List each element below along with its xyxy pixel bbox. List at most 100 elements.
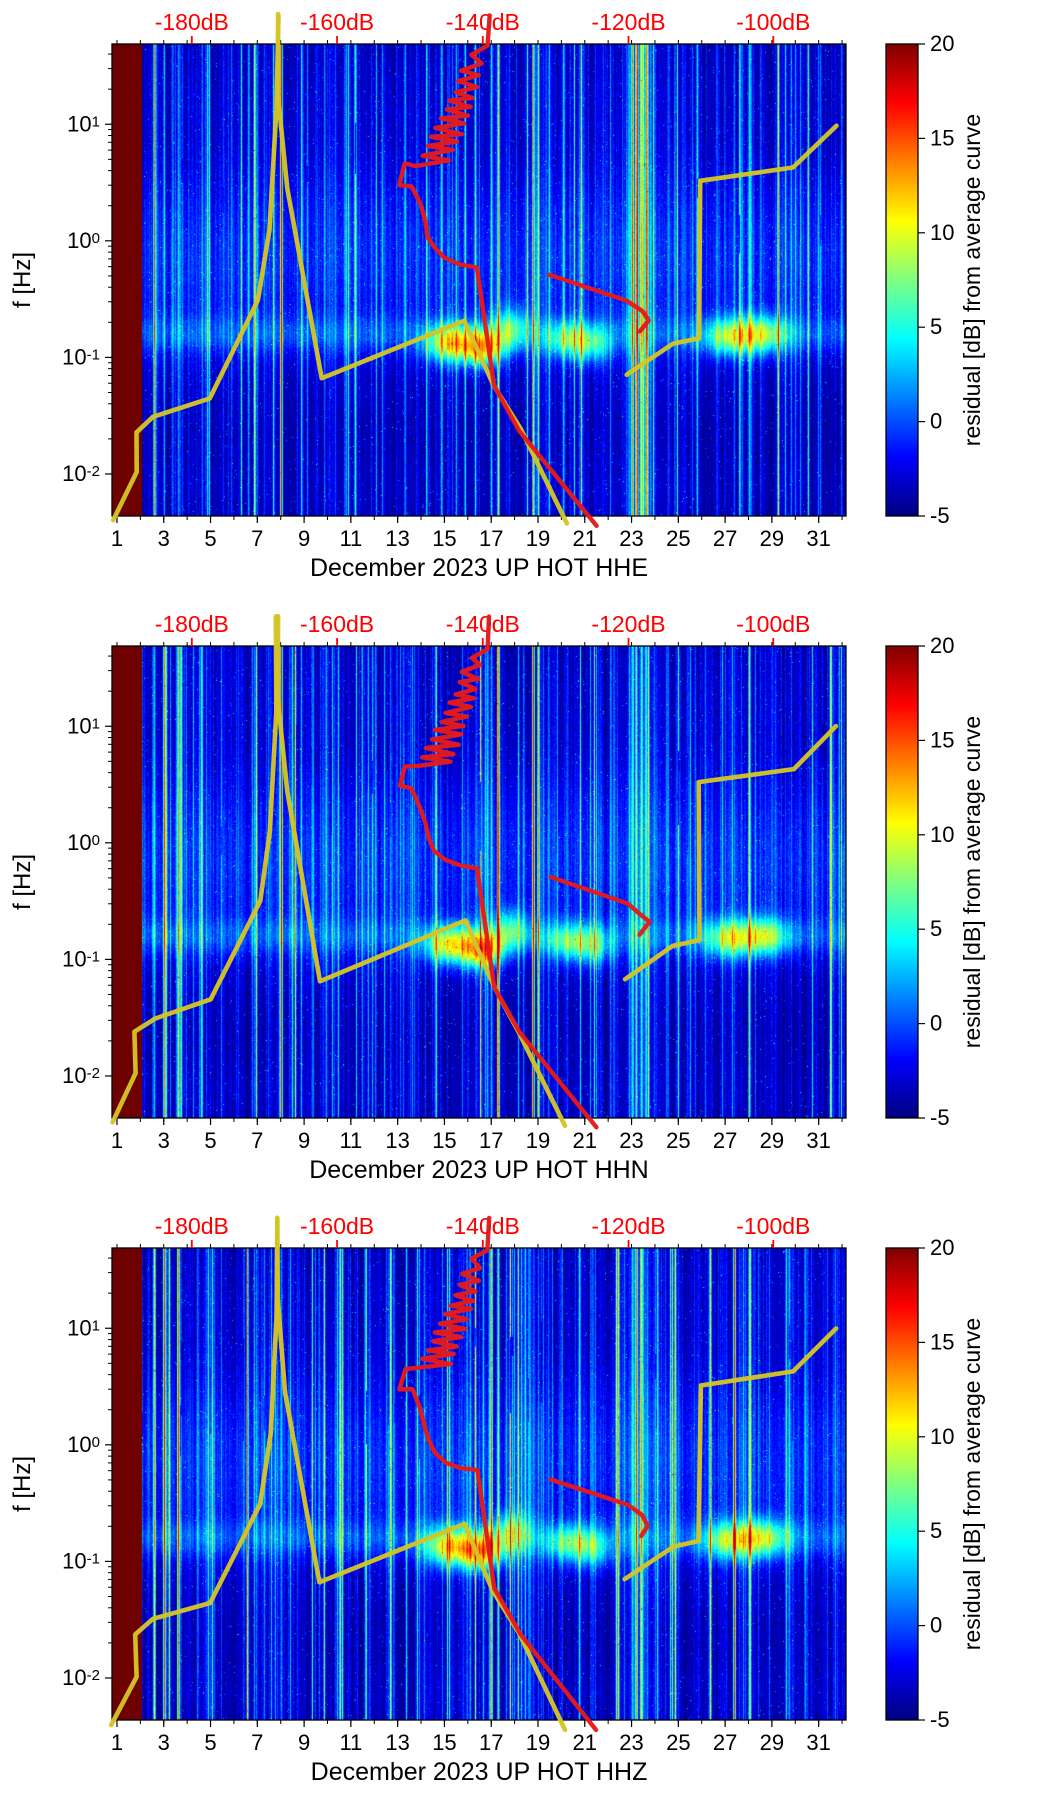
svg-text:101: 101: [67, 1315, 100, 1340]
svg-text:19: 19: [526, 1730, 550, 1755]
svg-text:f [Hz]: f [Hz]: [9, 252, 36, 308]
svg-text:5: 5: [930, 1518, 942, 1543]
svg-text:-120dB: -120dB: [591, 9, 665, 35]
svg-text:27: 27: [713, 1730, 737, 1755]
svg-text:15: 15: [930, 727, 954, 752]
svg-text:-5: -5: [930, 503, 950, 528]
svg-text:-100dB: -100dB: [736, 611, 810, 637]
svg-text:13: 13: [385, 1730, 409, 1755]
svg-text:-120dB: -120dB: [591, 1213, 665, 1239]
svg-text:11: 11: [339, 1128, 362, 1153]
svg-text:17: 17: [479, 1128, 503, 1153]
svg-text:21: 21: [573, 1730, 597, 1755]
svg-text:5: 5: [204, 1730, 216, 1755]
svg-text:25: 25: [666, 1128, 690, 1153]
svg-text:20: 20: [930, 31, 954, 56]
svg-text:7: 7: [251, 1128, 263, 1153]
svg-text:-180dB: -180dB: [155, 9, 229, 35]
svg-text:10-1: 10-1: [62, 946, 100, 971]
svg-text:10-2: 10-2: [62, 461, 100, 486]
svg-text:11: 11: [339, 1730, 362, 1755]
svg-text:31: 31: [806, 1730, 830, 1755]
svg-text:-180dB: -180dB: [155, 611, 229, 637]
svg-text:1: 1: [111, 1730, 123, 1755]
svg-text:29: 29: [760, 526, 784, 551]
svg-text:100: 100: [67, 228, 100, 253]
svg-text:December 2023 UP HOT HHZ: December 2023 UP HOT HHZ: [311, 1758, 648, 1786]
svg-text:19: 19: [526, 1128, 550, 1153]
svg-text:-180dB: -180dB: [155, 1213, 229, 1239]
svg-text:3: 3: [158, 526, 170, 551]
svg-text:0: 0: [930, 1011, 942, 1036]
svg-text:15: 15: [432, 1128, 456, 1153]
svg-text:10-1: 10-1: [62, 344, 100, 369]
svg-text:13: 13: [385, 526, 409, 551]
svg-text:7: 7: [251, 526, 263, 551]
svg-text:25: 25: [666, 526, 690, 551]
svg-text:10: 10: [930, 220, 954, 245]
svg-text:December 2023 UP HOT HHE: December 2023 UP HOT HHE: [310, 554, 648, 582]
svg-text:1: 1: [111, 526, 123, 551]
svg-text:9: 9: [298, 526, 310, 551]
svg-text:10-1: 10-1: [62, 1548, 100, 1573]
svg-text:10-2: 10-2: [62, 1063, 100, 1088]
svg-text:15: 15: [930, 1329, 954, 1354]
svg-text:23: 23: [619, 1730, 643, 1755]
svg-text:residual [dB] from average cur: residual [dB] from average curve: [959, 1318, 985, 1650]
svg-text:10: 10: [930, 822, 954, 847]
svg-text:13: 13: [385, 1128, 409, 1153]
svg-text:10-2: 10-2: [62, 1665, 100, 1690]
svg-text:17: 17: [479, 526, 503, 551]
svg-text:residual [dB] from average cur: residual [dB] from average curve: [959, 716, 985, 1048]
svg-text:-160dB: -160dB: [300, 9, 374, 35]
svg-text:9: 9: [298, 1128, 310, 1153]
svg-text:25: 25: [666, 1730, 690, 1755]
svg-text:100: 100: [67, 1432, 100, 1457]
svg-text:15: 15: [432, 1730, 456, 1755]
svg-text:-5: -5: [930, 1105, 950, 1130]
svg-text:5: 5: [930, 916, 942, 941]
svg-text:21: 21: [573, 526, 597, 551]
svg-text:23: 23: [619, 526, 643, 551]
svg-text:101: 101: [67, 713, 100, 738]
svg-text:17: 17: [479, 1730, 503, 1755]
svg-text:residual [dB] from average cur: residual [dB] from average curve: [959, 114, 985, 446]
svg-text:31: 31: [806, 526, 830, 551]
svg-text:5: 5: [204, 1128, 216, 1153]
svg-text:27: 27: [713, 526, 737, 551]
svg-text:29: 29: [760, 1730, 784, 1755]
svg-text:100: 100: [67, 830, 100, 855]
svg-text:-140dB: -140dB: [446, 611, 520, 637]
svg-text:10: 10: [930, 1424, 954, 1449]
svg-text:101: 101: [67, 111, 100, 136]
svg-text:11: 11: [339, 526, 362, 551]
svg-text:29: 29: [760, 1128, 784, 1153]
svg-text:15: 15: [432, 526, 456, 551]
svg-text:-160dB: -160dB: [300, 1213, 374, 1239]
svg-text:0: 0: [930, 409, 942, 434]
svg-text:December 2023 UP HOT HHN: December 2023 UP HOT HHN: [309, 1156, 648, 1184]
svg-text:5: 5: [204, 526, 216, 551]
svg-text:31: 31: [806, 1128, 830, 1153]
svg-text:1: 1: [111, 1128, 123, 1153]
svg-text:-5: -5: [930, 1707, 950, 1732]
svg-text:f [Hz]: f [Hz]: [9, 854, 36, 910]
svg-text:-140dB: -140dB: [446, 9, 520, 35]
svg-text:27: 27: [713, 1128, 737, 1153]
svg-text:-100dB: -100dB: [736, 9, 810, 35]
svg-text:3: 3: [158, 1128, 170, 1153]
svg-text:0: 0: [930, 1613, 942, 1638]
svg-text:-120dB: -120dB: [591, 611, 665, 637]
svg-text:9: 9: [298, 1730, 310, 1755]
svg-text:21: 21: [573, 1128, 597, 1153]
svg-text:19: 19: [526, 526, 550, 551]
svg-text:-160dB: -160dB: [300, 611, 374, 637]
svg-text:20: 20: [930, 633, 954, 658]
svg-text:23: 23: [619, 1128, 643, 1153]
svg-text:7: 7: [251, 1730, 263, 1755]
svg-text:20: 20: [930, 1235, 954, 1260]
svg-text:5: 5: [930, 314, 942, 339]
svg-text:15: 15: [930, 125, 954, 150]
svg-text:3: 3: [158, 1730, 170, 1755]
svg-text:f [Hz]: f [Hz]: [9, 1456, 36, 1512]
